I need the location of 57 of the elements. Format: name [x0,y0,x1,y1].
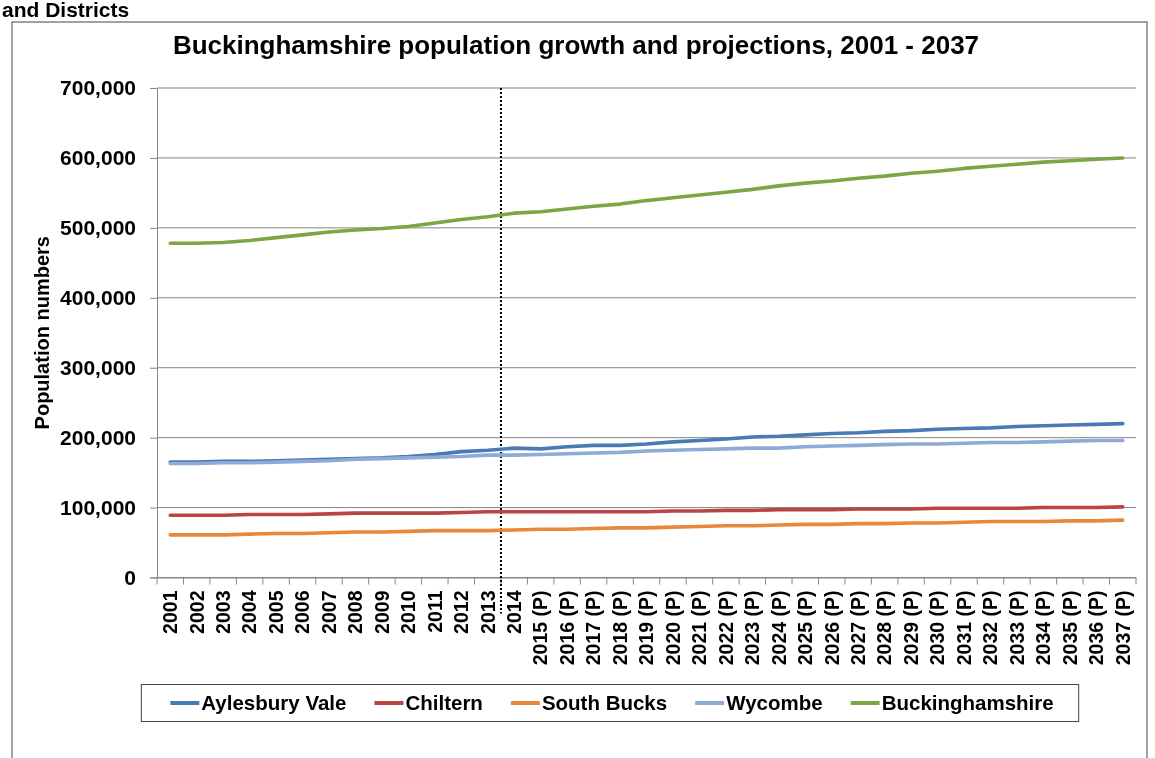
y-tick-label: 0 [124,565,136,589]
x-tick-label: 2003 [211,590,234,634]
x-tick-label: 2015 (P) [529,590,552,666]
y-tick-label: 300,000 [60,355,136,379]
x-tick-label: 2033 (P) [1005,590,1028,666]
x-tick-label: 2037 (P) [1111,590,1134,666]
x-tick-label: 2012 [450,590,473,634]
x-tick-label: 2001 [159,590,182,634]
x-tick-label: 2036 (P) [1085,590,1108,666]
y-axis-title: Population numbers [31,236,53,430]
x-tick-label: 2023 (P) [741,590,764,666]
x-tick-label: 2022 (P) [714,590,737,666]
line-series [168,518,1125,537]
x-tick-label: 2010 [397,590,420,634]
legend-label: Buckinghamshire [881,691,1054,715]
legend-label: Aylesbury Vale [201,691,347,715]
x-tick-label: 2008 [344,590,367,634]
x-tick-label: 2035 (P) [1058,590,1081,666]
line-series [168,438,1125,466]
x-tick-label: 2025 (P) [794,590,817,666]
x-tick-label: 2031 (P) [952,590,975,666]
x-tick-label: 2011 [423,590,446,633]
line-series [168,156,1125,246]
y-tick-label: 200,000 [60,425,136,449]
x-tick-label: 2002 [185,590,208,634]
y-tick-label: 600,000 [60,146,136,170]
x-tick-label: 2026 (P) [820,590,843,666]
legend-label: South Bucks [541,691,668,715]
legend-label: Wycombe [726,691,823,715]
x-tick-label: 2029 (P) [899,590,922,666]
x-tick-label: 2005 [264,590,287,634]
x-tick-label: 2032 (P) [979,590,1002,666]
x-tick-label: 2006 [291,590,314,634]
x-tick-label: 2009 [370,590,393,634]
x-tick-label: 2034 (P) [1032,590,1055,666]
x-tick-label: 2018 (P) [608,590,631,666]
x-tick-label: 2016 (P) [555,590,578,666]
y-tick-label: 700,000 [60,76,136,100]
x-tick-label: 2020 (P) [661,590,684,666]
text: and Districts [2,0,130,21]
x-tick-label: 2017 (P) [582,590,605,666]
x-tick-label: 2014 [503,590,526,634]
x-tick-label: 2028 (P) [873,590,896,666]
x-tick-label: 2007 [317,590,340,634]
x-tick-label: 2013 [476,590,499,634]
x-tick-label: 2019 (P) [635,590,658,666]
x-tick-label: 2030 (P) [926,590,949,666]
x-tick-label: 2027 (P) [847,590,869,666]
x-tick-label: 2021 (P) [688,590,711,666]
y-tick-label: 100,000 [60,495,136,519]
chart-title: Buckinghamshire population growth and projections, 2001 - 2037 [172,30,980,60]
x-tick-label: 2004 [238,590,261,634]
legend-label: Chiltern [405,691,483,715]
y-tick-label: 500,000 [60,216,136,240]
x-tick-label: 2024 (P) [767,590,790,666]
line-series [168,505,1125,518]
y-tick-label: 400,000 [60,286,136,310]
